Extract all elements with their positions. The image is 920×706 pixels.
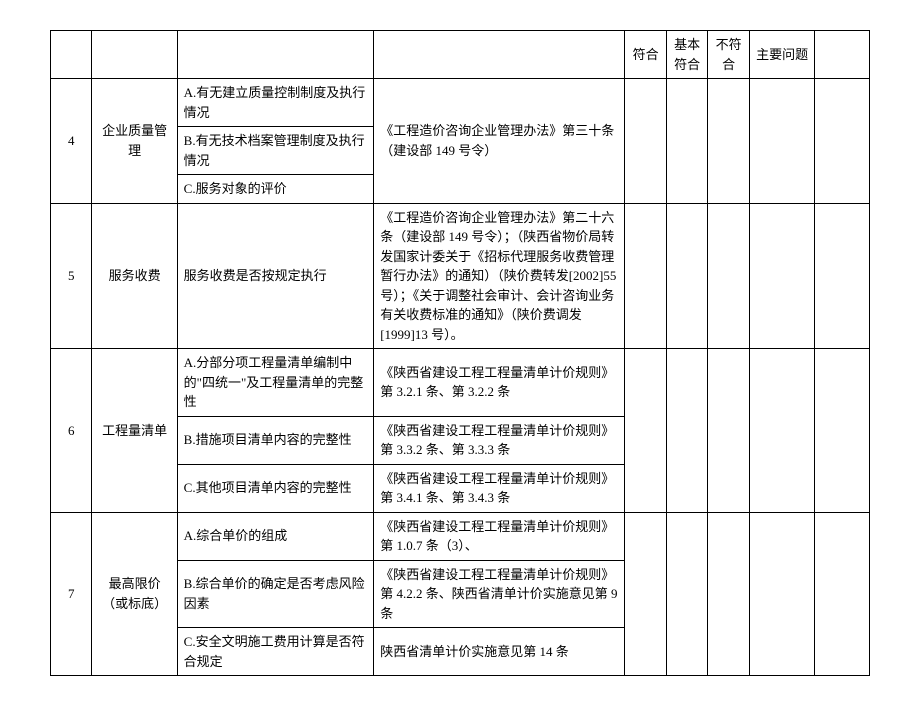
row6-c5 xyxy=(815,349,870,513)
row5-c2 xyxy=(666,203,707,349)
table-row: 6 工程量清单 A.分部分项工程量清单编制中的"四统一"及工程量清单的完整性 《… xyxy=(51,349,870,417)
row7-item-c: C.安全文明施工费用计算是否符合规定 xyxy=(177,628,374,676)
header-row: 符合 基本符合 不符合 主要问题 xyxy=(51,31,870,79)
row4-c4 xyxy=(749,79,815,204)
row7-basis-b: 《陕西省建设工程工程量清单计价规则》第 4.2.2 条、陕西省清单计价实施意见第… xyxy=(374,560,625,628)
row4-item-b: B.有无技术档案管理制度及执行情况 xyxy=(177,127,374,175)
row4-c5 xyxy=(815,79,870,204)
row4-item-a: A.有无建立质量控制制度及执行情况 xyxy=(177,79,374,127)
header-blank-1 xyxy=(51,31,92,79)
row6-c1 xyxy=(625,349,666,513)
row6-basis-a: 《陕西省建设工程工程量清单计价规则》第 3.2.1 条、第 3.2.2 条 xyxy=(374,349,625,417)
row4-c1 xyxy=(625,79,666,204)
table-row: 4 企业质量管理 A.有无建立质量控制制度及执行情况 《工程造价咨询企业管理办法… xyxy=(51,79,870,127)
row4-basis: 《工程造价咨询企业管理办法》第三十条（建设部 149 号令） xyxy=(374,79,625,204)
row4-c3 xyxy=(708,79,749,204)
row5-c4 xyxy=(749,203,815,349)
row5-cat: 服务收费 xyxy=(92,203,177,349)
row4-c2 xyxy=(666,79,707,204)
row6-c3 xyxy=(708,349,749,513)
row7-item-b: B.综合单价的确定是否考虑风险因素 xyxy=(177,560,374,628)
header-basically-compliant: 基本符合 xyxy=(666,31,707,79)
row6-c2 xyxy=(666,349,707,513)
row5-c5 xyxy=(815,203,870,349)
table-row: 7 最高限价（或标底） A.综合单价的组成 《陕西省建设工程工程量清单计价规则》… xyxy=(51,512,870,560)
row7-basis-c: 陕西省清单计价实施意见第 14 条 xyxy=(374,628,625,676)
row6-basis-b: 《陕西省建设工程工程量清单计价规则》第 3.3.2 条、第 3.3.3 条 xyxy=(374,416,625,464)
row4-num: 4 xyxy=(51,79,92,204)
header-blank-3 xyxy=(177,31,374,79)
row6-item-c: C.其他项目清单内容的完整性 xyxy=(177,464,374,512)
header-compliant: 符合 xyxy=(625,31,666,79)
row6-c4 xyxy=(749,349,815,513)
table-row: 5 服务收费 服务收费是否按规定执行 《工程造价咨询企业管理办法》第二十六条（建… xyxy=(51,203,870,349)
inspection-table: 符合 基本符合 不符合 主要问题 4 企业质量管理 A.有无建立质量控制制度及执… xyxy=(50,30,870,676)
row6-basis-c: 《陕西省建设工程工程量清单计价规则》第 3.4.1 条、第 3.4.3 条 xyxy=(374,464,625,512)
row7-basis-a: 《陕西省建设工程工程量清单计价规则》第 1.0.7 条（3）、 xyxy=(374,512,625,560)
row7-item-a: A.综合单价的组成 xyxy=(177,512,374,560)
row5-num: 5 xyxy=(51,203,92,349)
row5-item: 服务收费是否按规定执行 xyxy=(177,203,374,349)
header-non-compliant: 不符合 xyxy=(708,31,749,79)
header-blank-4 xyxy=(374,31,625,79)
row6-item-a: A.分部分项工程量清单编制中的"四统一"及工程量清单的完整性 xyxy=(177,349,374,417)
header-blank-5 xyxy=(815,31,870,79)
row6-item-b: B.措施项目清单内容的完整性 xyxy=(177,416,374,464)
row6-cat: 工程量清单 xyxy=(92,349,177,513)
row6-num: 6 xyxy=(51,349,92,513)
row5-c1 xyxy=(625,203,666,349)
header-blank-2 xyxy=(92,31,177,79)
row5-c3 xyxy=(708,203,749,349)
row4-item-c: C.服务对象的评价 xyxy=(177,175,374,204)
header-main-issue: 主要问题 xyxy=(749,31,815,79)
row4-cat: 企业质量管理 xyxy=(92,79,177,204)
row5-basis: 《工程造价咨询企业管理办法》第二十六条（建设部 149 号令）；（陕西省物价局转… xyxy=(374,203,625,349)
